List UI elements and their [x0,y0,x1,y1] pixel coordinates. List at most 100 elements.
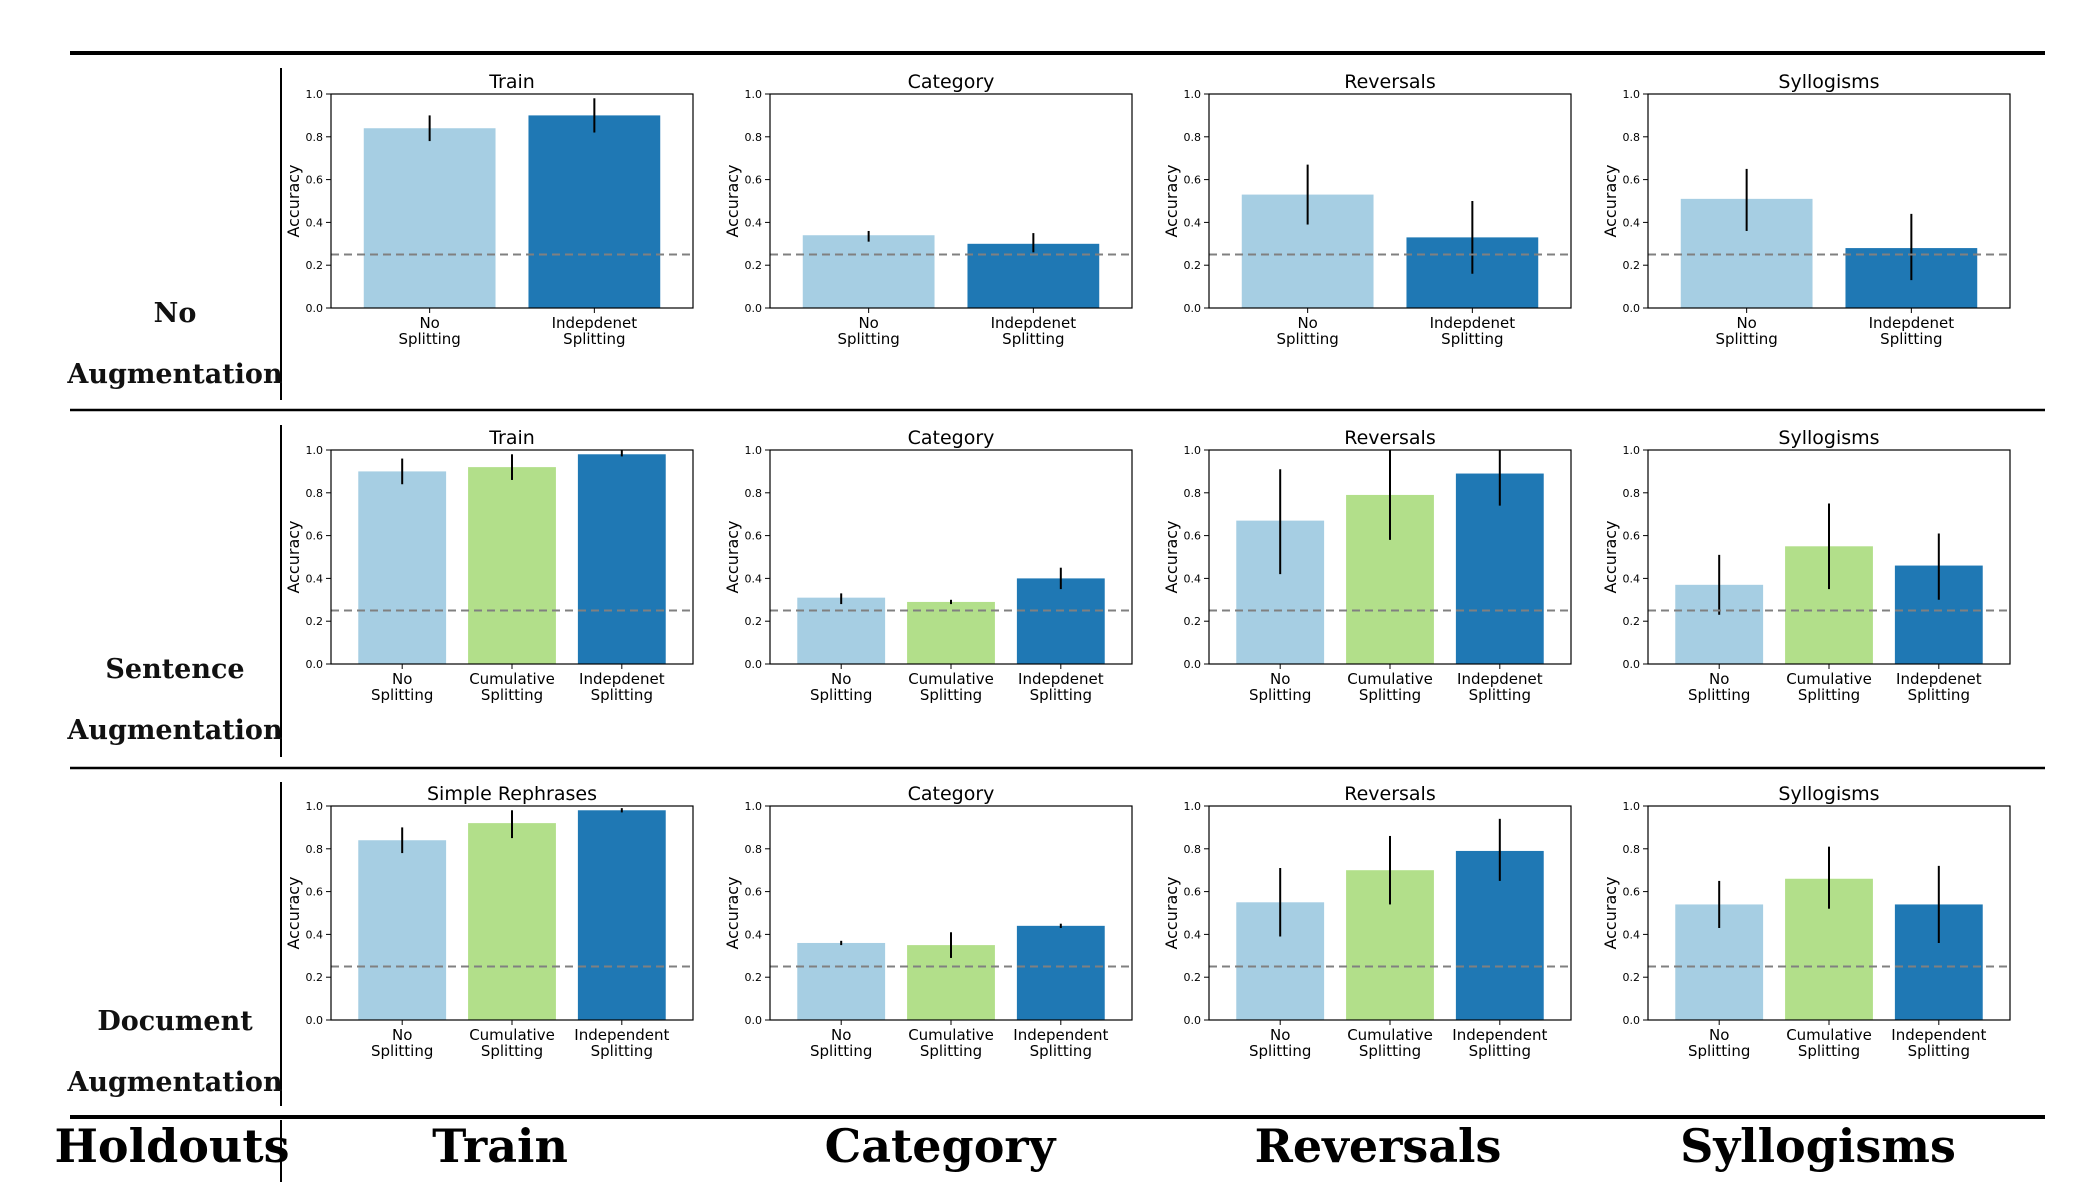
x-tick-label: Indepdenet [579,670,665,688]
plot-frame [1647,805,2011,1021]
y-tick-label: 0.8 [306,487,324,500]
y-tick-label: 0.0 [745,302,763,315]
plot-frame [769,805,1133,1021]
y-tick-label: 0.6 [1184,174,1202,187]
y-axis-label: Accuracy [284,520,303,593]
y-tick-label: 0.0 [306,1014,324,1027]
y-tick-label: 0.2 [306,259,324,272]
y-tick-label: 0.0 [306,302,324,315]
y-tick-label: 0.6 [1184,530,1202,543]
x-tick-label: Cumulative [469,670,555,688]
y-tick-label: 0.8 [1184,487,1202,500]
bar [468,823,556,1020]
x-tick-label: Cumulative [1786,670,1872,688]
y-tick-label: 0.8 [1623,487,1641,500]
chart-panel: Syllogisms0.00.20.40.60.81.0AccuracyNoSp… [1601,427,2011,704]
y-tick-label: 0.4 [745,216,763,229]
row-label-sentence-augmentation-line1: Sentence [105,654,244,685]
x-tick-label: Cumulative [908,670,994,688]
x-tick-label: Indepdenet [1018,670,1104,688]
y-tick-label: 1.0 [1623,444,1641,457]
bar [802,235,935,308]
chart-panel: Category0.00.20.40.60.81.0AccuracyNoSpli… [723,427,1133,704]
y-axis-label: Accuracy [284,876,303,949]
bar [797,942,886,1020]
chart-panel: Syllogisms0.00.20.40.60.81.0AccuracyNoSp… [1601,71,2011,348]
chart-panel: Reversals0.00.20.40.60.81.0AccuracyNoSpl… [1162,71,1572,348]
bar [967,243,1100,308]
y-tick-label: 0.0 [1623,1014,1641,1027]
chart-title: Reversals [1344,427,1436,449]
x-tick-label: No [858,314,878,332]
bar [577,454,666,664]
chart-title: Category [908,783,995,805]
y-axis-label: Accuracy [1162,520,1181,593]
x-tick-label: Splitting [1441,330,1503,348]
x-tick-label: Splitting [1688,1042,1750,1060]
y-tick-label: 0.6 [745,886,763,899]
x-tick-label: Independent [1452,1026,1547,1044]
x-tick-label: Splitting [1249,686,1311,704]
x-tick-label: No [1270,670,1290,688]
y-tick-label: 1.0 [1184,88,1202,101]
y-tick-label: 0.4 [1184,216,1202,229]
x-tick-label: No [1270,1026,1290,1044]
y-tick-label: 0.0 [1623,302,1641,315]
y-tick-label: 1.0 [745,88,763,101]
y-tick-label: 0.0 [1184,302,1202,315]
y-tick-label: 1.0 [306,800,324,813]
chart-title: Train [488,427,535,449]
x-tick-label: Splitting [1688,686,1750,704]
y-tick-label: 0.2 [1184,259,1202,272]
x-tick-label: Splitting [1249,1042,1311,1060]
y-tick-label: 0.2 [745,615,763,628]
y-axis-label: Accuracy [1601,876,1620,949]
y-tick-label: 0.4 [745,928,763,941]
x-tick-label: No [831,1026,851,1044]
y-tick-label: 1.0 [1623,800,1641,813]
x-tick-label: Splitting [1469,1042,1531,1060]
chart-title: Simple Rephrases [427,783,597,805]
y-axis-label: Accuracy [1162,164,1181,237]
y-tick-label: 0.4 [306,572,324,585]
y-tick-label: 0.6 [1623,886,1641,899]
bar [907,601,995,664]
y-tick-label: 0.0 [1184,1014,1202,1027]
y-tick-label: 1.0 [306,88,324,101]
y-tick-label: 0.6 [1623,174,1641,187]
y-tick-label: 0.6 [745,174,763,187]
bar [363,128,496,308]
x-tick-label: Splitting [1030,686,1092,704]
plot-frame [1647,449,2011,665]
y-axis-label: Accuracy [284,164,303,237]
x-tick-label: Splitting [1908,686,1970,704]
x-tick-label: Splitting [1469,686,1531,704]
x-tick-label: Independent [574,1026,669,1044]
x-tick-label: Splitting [920,1042,982,1060]
y-tick-label: 0.4 [1623,928,1641,941]
x-tick-label: Splitting [563,330,625,348]
y-axis-label: Accuracy [723,164,742,237]
y-tick-label: 0.0 [1623,658,1641,671]
chart-panel: Category0.00.20.40.60.81.0AccuracyNoSpli… [723,71,1133,348]
plot-frame [330,805,694,1021]
x-tick-label: Independent [1891,1026,1986,1044]
y-tick-label: 0.2 [745,971,763,984]
x-tick-label: Cumulative [1347,1026,1433,1044]
x-tick-label: Splitting [481,1042,543,1060]
chart-panel: Category0.00.20.40.60.81.0AccuracyNoSpli… [723,783,1133,1060]
x-tick-label: Splitting [1276,330,1338,348]
x-tick-label: No [419,314,439,332]
chart-title: Reversals [1344,71,1436,93]
y-tick-label: 1.0 [1184,444,1202,457]
y-tick-label: 0.0 [745,658,763,671]
y-tick-label: 0.2 [1184,615,1202,628]
y-tick-label: 0.8 [1184,131,1202,144]
y-tick-label: 1.0 [745,800,763,813]
y-tick-label: 0.8 [1623,131,1641,144]
y-axis-label: Accuracy [1162,876,1181,949]
bottom-label-train: Train [432,1119,568,1173]
bottom-label-category: Category [825,1119,1057,1173]
y-tick-label: 1.0 [745,444,763,457]
